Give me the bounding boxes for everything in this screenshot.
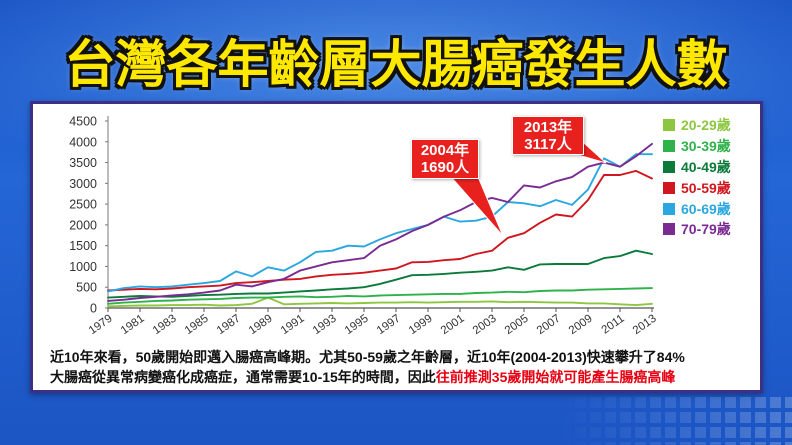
x-tick-label: 1997 [375, 313, 403, 338]
legend-swatch [663, 202, 675, 215]
x-tick-label: 1981 [119, 313, 147, 338]
x-tick-label: 1985 [183, 313, 211, 338]
legend-swatch [663, 119, 675, 132]
legend-item-20-29: 20-29歲 [663, 115, 731, 136]
legend-swatch [663, 223, 675, 236]
chart-legend: 20-29歲 30-39歲 40-49歲 50-59歲 60-69歲 70-79… [663, 115, 731, 240]
legend-item-60-69: 60-69歲 [663, 198, 731, 219]
legend-label: 30-39歲 [681, 138, 731, 155]
series-line-60-69 [107, 153, 653, 293]
legend-item-40-49: 40-49歲 [663, 157, 731, 178]
y-tick-label: 2000 [69, 218, 97, 232]
legend-label: 50-59歲 [681, 179, 731, 196]
x-tick-label: 1993 [311, 313, 339, 338]
y-tick-label: 1500 [69, 239, 97, 253]
note-line-2: 大腸癌從異常病變癌化成癌症，通常需要10-15年的時間，因此往前推測35歲開始就… [50, 367, 755, 387]
legend-label: 70-79歲 [681, 221, 731, 238]
x-tick-label: 2007 [535, 313, 563, 338]
legend-swatch [663, 160, 675, 173]
legend-swatch [663, 181, 675, 194]
y-tick-label: 0 [90, 302, 97, 316]
chart-notes: 近10年來看，50歲開始即邁入腸癌高峰期。尤其50-59歲之年齡層，近10年(2… [50, 347, 755, 387]
x-tick-label: 2013 [631, 313, 659, 338]
legend-swatch [663, 140, 675, 153]
callout-2004-count: 1690人 [420, 159, 470, 176]
legend-label: 20-29歲 [681, 117, 731, 134]
y-tick-label: 1000 [69, 260, 97, 274]
series-line-20-29 [107, 296, 653, 308]
note-line-2-highlight: 往前推測35歲開始就可能產生腸癌高峰 [435, 369, 676, 385]
x-tick-label: 1987 [215, 313, 243, 338]
y-tick-label: 4000 [69, 135, 97, 149]
callout-2013-year: 2013年 [523, 119, 573, 136]
legend-label: 40-49歲 [681, 158, 731, 175]
x-tick-label: 1991 [279, 313, 307, 338]
y-tick-label: 4500 [69, 115, 97, 129]
note-line-2-text: 大腸癌從異常病變癌化成癌症，通常需要10-15年的時間，因此 [50, 369, 436, 385]
y-tick-label: 3000 [69, 177, 97, 191]
x-tick-label: 1999 [407, 313, 435, 338]
legend-item-50-59: 50-59歲 [663, 177, 731, 198]
series-line-70-79 [107, 142, 653, 302]
x-tick-label: 1979 [87, 313, 115, 338]
x-tick-label: 2005 [503, 313, 531, 338]
note-line-1: 近10年來看，50歲開始即邁入腸癌高峰期。尤其50-59歲之年齡層，近10年(2… [50, 349, 685, 365]
y-tick-label: 3500 [69, 156, 97, 170]
series-line-40-49 [107, 249, 653, 299]
callout-2004: 2004年 1690人 [411, 139, 479, 179]
decorative-squares [560, 395, 792, 445]
x-tick-label: 1989 [247, 313, 275, 338]
x-tick-label: 2003 [471, 313, 499, 338]
x-tick-label: 2009 [567, 313, 595, 338]
legend-label: 60-69歲 [681, 200, 731, 217]
callout-2004-year: 2004年 [420, 142, 470, 159]
page-title: 台灣各年齡層大腸癌發生人數 [64, 36, 728, 93]
x-tick-label: 1995 [343, 313, 371, 338]
series-line-30-39 [107, 287, 653, 305]
callout-2013-count: 3117人 [524, 136, 572, 153]
line-chart: 0 500 1000 1500 2000 2500 3000 3500 4000 4500 1979… [69, 115, 659, 338]
y-tick-label: 500 [76, 281, 97, 295]
chart-panel: 0 500 1000 1500 2000 2500 3000 3500 4000 4500 1979… [30, 101, 763, 393]
y-tick-label: 2500 [69, 198, 97, 212]
x-tick-label: 2001 [439, 313, 467, 338]
legend-item-30-39: 30-39歲 [663, 136, 731, 157]
series-line-50-59 [107, 169, 653, 292]
callout-2013: 2013年 3117人 [512, 116, 584, 155]
x-tick-label: 2011 [600, 313, 627, 337]
legend-item-70-79: 70-79歲 [663, 219, 731, 240]
x-tick-label: 1983 [151, 313, 179, 338]
